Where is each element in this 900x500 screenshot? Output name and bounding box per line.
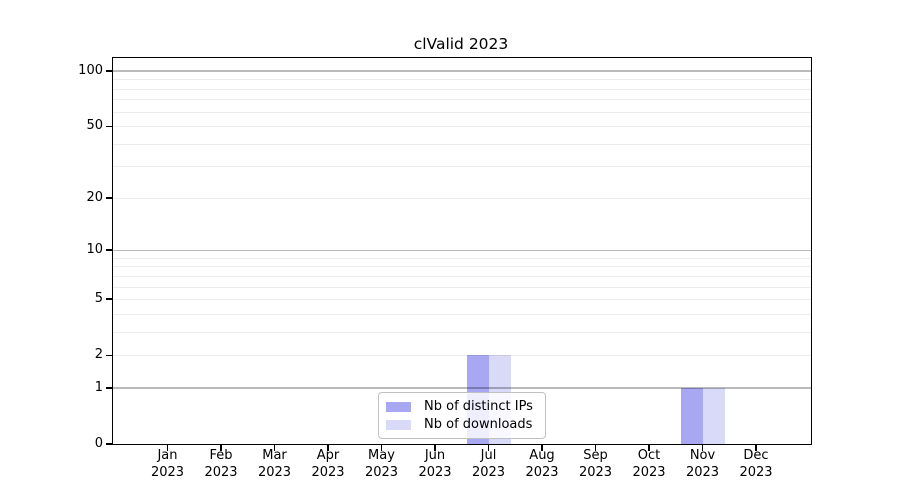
gridline-minor	[113, 299, 811, 301]
y-tick-mark	[106, 298, 113, 300]
x-tick-mark	[434, 445, 436, 451]
plot-area: 0 1 2 5 10 20 50 100 Jan 2023 Feb 2023 Mar 2023 Apr 202…	[78, 57, 812, 480]
gridline-major	[113, 70, 811, 72]
x-tick-year: 2023	[632, 464, 666, 480]
x-tick-year: 2023	[204, 464, 238, 480]
gridline-minor	[113, 313, 811, 315]
gridline-minor	[113, 126, 811, 128]
y-tick-label: 20	[86, 189, 103, 205]
x-tick-month: Mar	[262, 448, 287, 463]
gridline-minor	[113, 111, 811, 113]
x-tick-year: 2023	[578, 464, 613, 480]
gridline-major	[113, 387, 811, 389]
gridline-minor	[113, 99, 811, 101]
x-tick-year: 2023	[471, 464, 506, 480]
x-tick-label-jul: Jul 2023	[457, 448, 521, 481]
legend-label: Nb of downloads	[424, 417, 533, 432]
x-tick-year: 2023	[685, 464, 720, 480]
y-tick-mark	[106, 354, 113, 356]
x-tick-mark	[541, 445, 543, 451]
x-tick-label-nov: Nov 2023	[671, 448, 735, 481]
x-tick-month: Oct	[637, 448, 661, 463]
x-tick-year: 2023	[364, 464, 399, 480]
legend-item-nb-of-downloads: Nb of downloads	[386, 416, 538, 433]
x-tick-label-may: May 2023	[350, 448, 414, 481]
x-tick-label-aug: Aug 2023	[510, 448, 574, 481]
x-tick-mark	[594, 445, 597, 451]
x-tick-month: Sep	[583, 448, 608, 463]
bar-nb-of-downloads-nov	[702, 387, 725, 444]
x-tick-month: Apr	[316, 448, 340, 463]
gridline-minor	[113, 197, 811, 199]
x-tick-label-dec: Dec 2023	[724, 448, 788, 481]
x-tick-mark	[273, 445, 276, 451]
x-tick-month: Feb	[209, 448, 233, 463]
x-tick-month: Dec	[743, 448, 769, 463]
y-tick-mark	[106, 125, 113, 127]
gridline-minor	[113, 79, 811, 81]
x-tick-label-sep: Sep 2023	[564, 448, 628, 481]
x-tick-mark	[487, 445, 490, 451]
legend-item-nb-of-distinct-ips: Nb of distinct IPs	[386, 398, 538, 415]
x-tick-mark	[380, 445, 383, 451]
y-tick-label: 100	[78, 62, 103, 78]
bar-nb-of-distinct-ips-nov	[680, 387, 703, 444]
gridline-major	[113, 249, 811, 251]
x-tick-month: Nov	[689, 448, 716, 463]
legend-swatch-icon	[386, 401, 411, 412]
y-tick-mark	[106, 70, 113, 72]
x-tick-mark	[701, 445, 704, 451]
y-tick-label: 1	[94, 379, 103, 395]
x-tick-mark	[166, 445, 169, 451]
x-tick-mark	[327, 445, 329, 451]
gridline-minor	[113, 88, 811, 90]
x-tick-year: 2023	[418, 464, 452, 480]
x-tick-year: 2023	[525, 464, 559, 480]
legend: Nb of distinct IPs Nb of downloads	[378, 392, 546, 439]
gridline-minor	[113, 286, 811, 288]
gridline-minor	[113, 355, 811, 357]
y-tick-label: 2	[94, 347, 103, 363]
gridline-minor	[113, 166, 811, 168]
legend-label: Nb of distinct IPs	[424, 399, 533, 414]
x-tick-month: May	[368, 448, 395, 463]
y-tick-mark	[106, 197, 113, 199]
x-tick-mark	[220, 445, 222, 451]
x-tick-month: Jun	[424, 448, 446, 463]
x-tick-label-apr: Apr 2023	[296, 448, 360, 481]
y-tick-label: 50	[86, 118, 103, 134]
x-tick-label-jun: Jun 2023	[403, 448, 467, 481]
y-tick-label: 0	[94, 436, 103, 451]
x-tick-year: 2023	[150, 464, 185, 480]
x-tick-mark	[755, 445, 757, 451]
x-tick-label-feb: Feb 2023	[189, 448, 253, 481]
x-tick-year: 2023	[311, 464, 345, 480]
x-tick-label-jan: Jan 2023	[136, 448, 200, 481]
gridline-minor	[113, 275, 811, 277]
y-tick-mark	[106, 387, 113, 389]
x-tick-month: Jul	[480, 448, 497, 463]
y-tick-label: 10	[86, 242, 103, 258]
x-tick-label-mar: Mar 2023	[243, 448, 307, 481]
x-tick-month: Aug	[529, 448, 555, 463]
gridline-minor	[113, 257, 811, 259]
x-tick-mark	[648, 445, 650, 451]
legend-swatch-icon	[386, 419, 411, 430]
gridline-minor	[113, 331, 811, 333]
x-tick-label-oct: Oct 2023	[617, 448, 681, 481]
x-tick-year: 2023	[257, 464, 292, 480]
gridline-minor	[113, 266, 811, 268]
y-tick-mark	[106, 443, 113, 445]
x-tick-month: Jan	[157, 448, 178, 463]
x-tick-year: 2023	[739, 464, 773, 480]
chart-title: clValid 2023	[413, 35, 509, 53]
y-tick-mark	[106, 249, 113, 251]
gridline-minor	[113, 143, 811, 145]
y-tick-label: 5	[94, 291, 103, 307]
